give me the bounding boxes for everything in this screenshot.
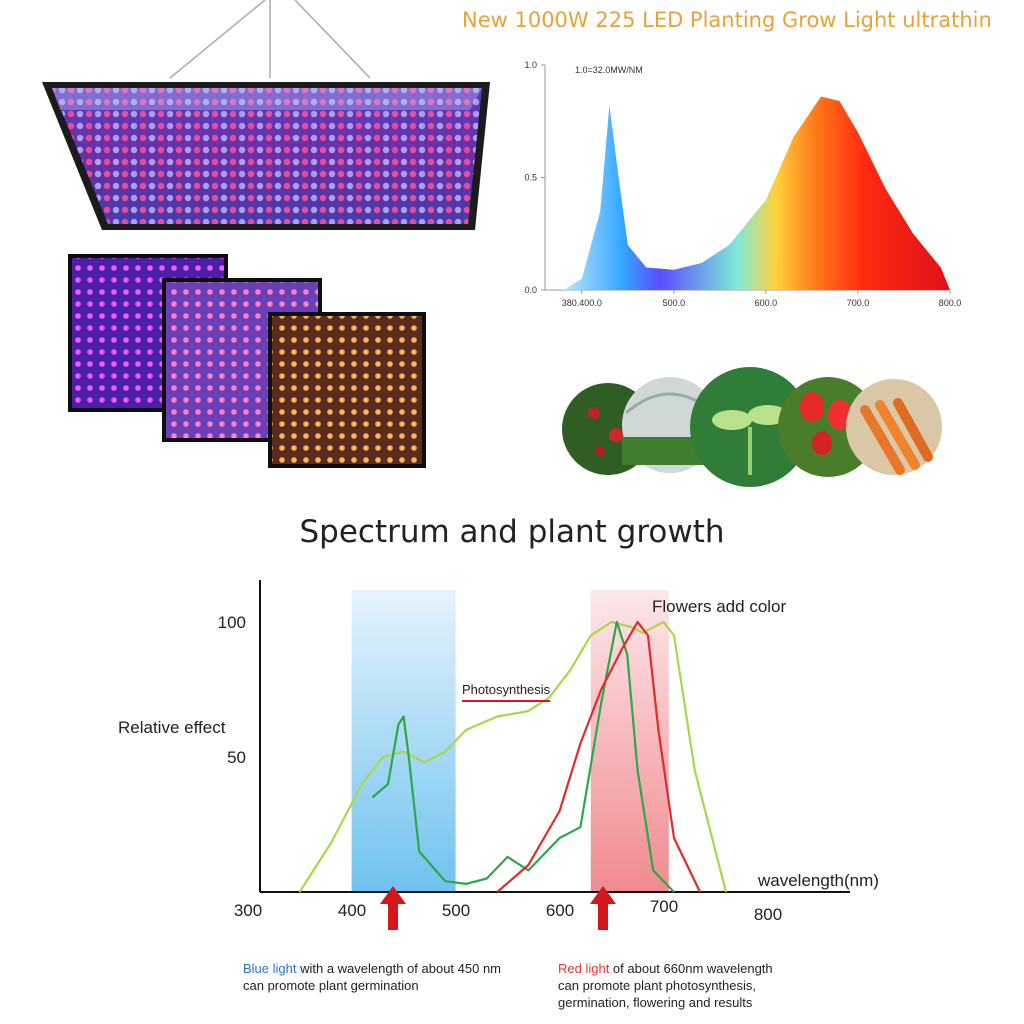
y-tick-label: 50 bbox=[227, 748, 246, 767]
led-spectrum-chart: 1.0=32.0MW/NM 1.0 0.5 0.0 380.400.0 500.0 60… bbox=[524, 60, 962, 308]
red-light-note: Red light of about 660nm wavelength can … bbox=[558, 961, 773, 1010]
x-tick-label: 800 bbox=[754, 905, 782, 924]
series-line-1 bbox=[298, 620, 728, 893]
y-tick-label: 100 bbox=[218, 613, 246, 632]
x-tick-label: 600.0 bbox=[755, 298, 778, 308]
y-tick-label: 1.0 bbox=[524, 60, 537, 70]
seedling-photo bbox=[690, 367, 810, 487]
tulips-photo bbox=[778, 377, 878, 477]
blue-light-note: Blue light with a wavelength of about 45… bbox=[243, 961, 502, 993]
x-tick-label: 700 bbox=[650, 897, 678, 916]
y-axis-label: Relative effect bbox=[118, 718, 226, 737]
series-line-2 bbox=[371, 620, 675, 893]
red-band bbox=[590, 590, 669, 892]
series-line-3 bbox=[496, 620, 701, 893]
led-panels-comparison bbox=[68, 254, 426, 468]
chart-title: Spectrum and plant growth bbox=[299, 514, 725, 550]
x-tick-label: 400 bbox=[338, 901, 366, 920]
vegetables-photo bbox=[846, 379, 942, 475]
spectrum-annotation: 1.0=32.0MW/NM bbox=[575, 65, 643, 75]
photosynthesis-annotation: Photosynthesis bbox=[462, 682, 551, 697]
flowers-annotation: Flowers add color bbox=[652, 597, 787, 616]
x-tick-label: 380.400.0 bbox=[562, 298, 602, 308]
y-tick-label: 0.0 bbox=[524, 285, 537, 295]
blue-arrow bbox=[380, 886, 406, 930]
plant-photos bbox=[562, 367, 942, 487]
x-tick-label: 600 bbox=[546, 901, 574, 920]
x-tick-label: 500.0 bbox=[663, 298, 686, 308]
product-title: New 1000W 225 LED Planting Grow Light ul… bbox=[462, 8, 992, 32]
led-panel-image bbox=[42, 0, 490, 230]
y-tick-label: 0.5 bbox=[524, 173, 537, 183]
blue-band bbox=[351, 590, 456, 892]
x-tick-label: 500 bbox=[442, 901, 470, 920]
x-tick-label: 700.0 bbox=[847, 298, 870, 308]
plant-growth-chart: 100 50 300 400 500 600 700 800 Relative effect… bbox=[118, 580, 879, 930]
blue-light-highlight: Blue light bbox=[243, 961, 297, 976]
spectrum-area bbox=[563, 96, 950, 290]
red-light-highlight: Red light bbox=[558, 961, 610, 976]
x-axis-label: wavelength(nm) bbox=[757, 871, 879, 890]
x-tick-label: 800.0 bbox=[939, 298, 962, 308]
red-arrow bbox=[590, 886, 616, 930]
x-tick-label: 300 bbox=[234, 901, 262, 920]
